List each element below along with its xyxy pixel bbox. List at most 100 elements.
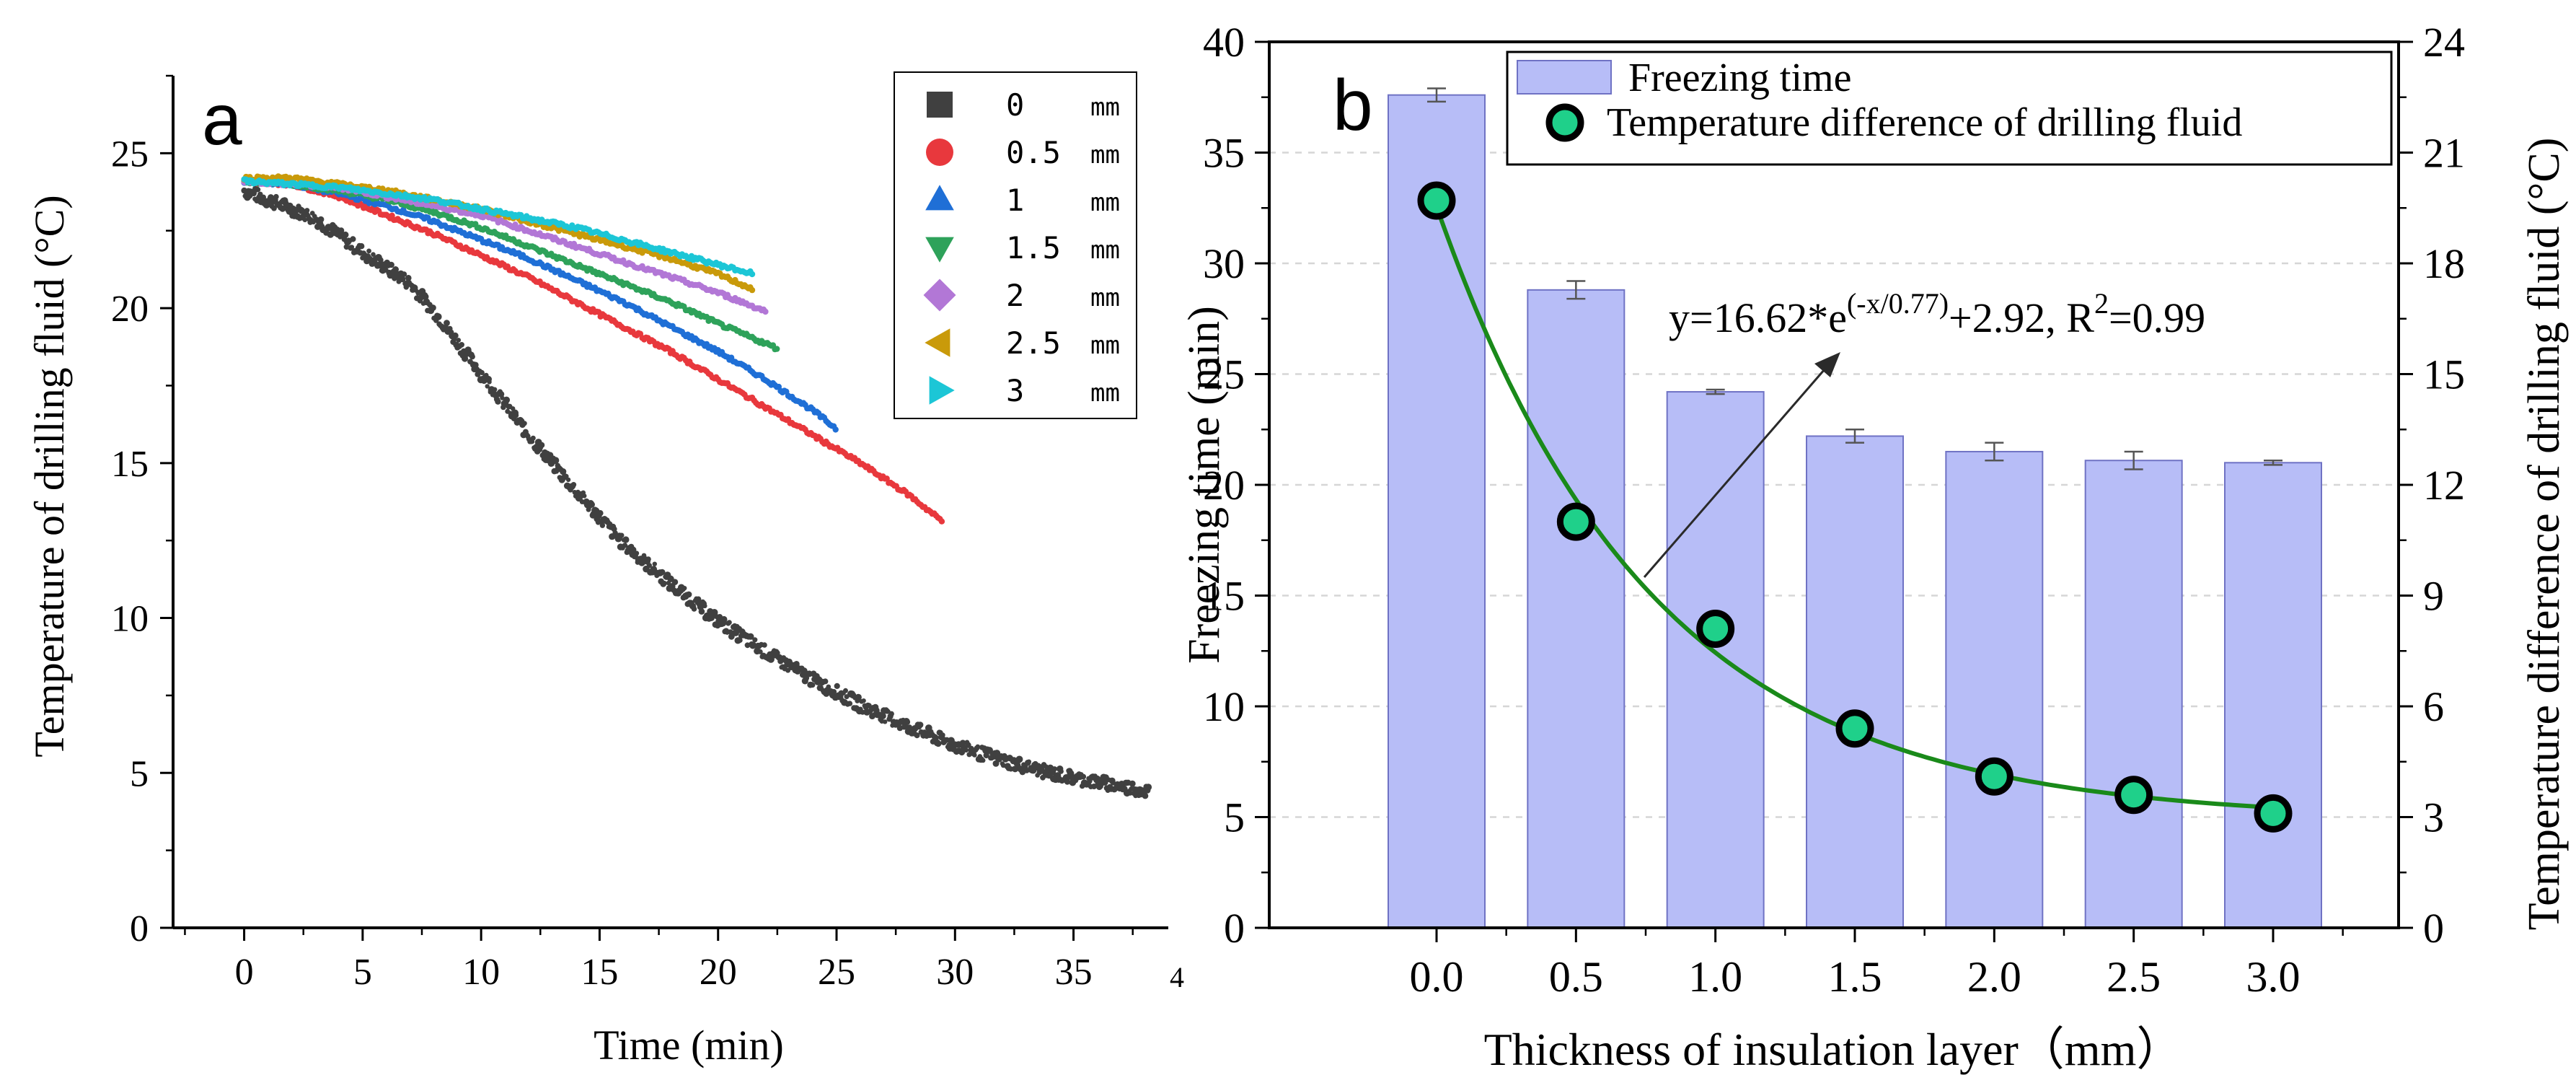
data-point	[552, 457, 560, 465]
data-point	[762, 642, 767, 648]
data-point	[847, 701, 853, 706]
legend-marker-1-mm	[925, 185, 954, 211]
data-point	[1015, 755, 1023, 763]
x-tick-label: 2.5	[2107, 953, 2161, 1001]
data-point	[487, 380, 492, 385]
data-point	[495, 398, 501, 405]
x-tick-label: 1.5	[1828, 953, 1882, 1001]
right-tick-label: 15	[2423, 351, 2465, 398]
x-tick-label: 0.5	[1549, 953, 1603, 1001]
x-tick-label: 30	[936, 952, 974, 993]
legend-marker-0-mm	[927, 92, 953, 118]
data-point	[698, 608, 705, 615]
data-point	[646, 563, 653, 569]
data-point	[726, 620, 732, 626]
data-point	[774, 346, 780, 352]
legend-marker-0.5-mm	[926, 139, 953, 166]
data-point	[737, 637, 743, 644]
data-point	[645, 556, 651, 562]
data-point	[522, 421, 527, 426]
temperature-point-3.0	[2254, 794, 2293, 833]
temperature-point-2.5	[2114, 776, 2153, 815]
left-tick-label: 5	[1224, 794, 1245, 841]
data-point	[975, 744, 981, 750]
legend-unit-0.5: mm	[1090, 141, 1120, 170]
annotation-arrow-head	[1814, 352, 1840, 377]
data-point	[1064, 778, 1071, 785]
right-tick-label: 12	[2423, 462, 2465, 509]
data-point	[1040, 774, 1046, 781]
data-point	[377, 257, 384, 263]
panel-a-label: a	[202, 79, 242, 160]
legend-marker-2-mm	[923, 278, 956, 312]
data-point	[1093, 775, 1100, 782]
fit-equation-exponent: (-x/0.77)	[1847, 287, 1949, 320]
temperature-point-0.5	[1556, 502, 1595, 541]
legend-label-1: 1	[1006, 183, 1024, 218]
data-point	[843, 688, 848, 693]
data-point	[652, 561, 657, 566]
fit-equation-middle: +2.92, R	[1949, 294, 2094, 341]
data-point	[917, 721, 924, 728]
data-point	[503, 396, 511, 404]
series-0-mm-points	[241, 185, 1152, 799]
data-point	[538, 442, 545, 449]
data-point	[388, 261, 394, 268]
data-point	[904, 719, 911, 725]
bar-freezing-time-0.5	[1527, 289, 1626, 929]
panel-b-legend: Freezing time Temperature difference of …	[1506, 51, 2393, 166]
x-tick-label: 0.0	[1410, 953, 1464, 1001]
data-point	[757, 649, 763, 654]
right-tick-label: 18	[2423, 240, 2465, 287]
data-point	[434, 313, 442, 320]
x-tick-label: 10	[462, 952, 500, 993]
y-tick-label: 5	[130, 753, 149, 794]
legend-marker-1.5-mm	[925, 237, 954, 263]
y-tick-label: 25	[111, 133, 149, 175]
data-point	[855, 693, 862, 701]
data-point	[619, 532, 625, 538]
panel-b-x-axis-title: Thickness of insulation layer（mm）	[1484, 1024, 2183, 1075]
data-point	[980, 758, 986, 763]
data-point	[479, 369, 485, 376]
legend-unit-2.5: mm	[1090, 331, 1120, 360]
data-point	[685, 591, 692, 598]
data-point	[581, 493, 587, 499]
legend-freezing-time-swatch	[1517, 60, 1612, 95]
temperature-point-1.5	[1835, 709, 1874, 748]
panel-b-label: b	[1333, 65, 1373, 146]
data-point	[588, 501, 595, 508]
y-tick-label: 20	[111, 289, 149, 330]
fit-equation-power: 2	[2094, 287, 2109, 320]
legend-marker-3-mm	[929, 376, 955, 405]
data-point	[622, 543, 628, 548]
data-point	[888, 711, 894, 717]
panel-b: 0 5 10 15 20 25 30 35 40 0 3 6 9 12 15 18 21 24 0.0 0.5 1.…	[1180, 19, 2569, 1075]
temperature-point-2.0	[1975, 757, 2013, 796]
data-point	[634, 550, 640, 556]
panel-a-legend-items: 0 mm 0.5 mm 1 mm 1.5 mm 2 mm 2.5 mm 3 mm	[923, 87, 1120, 408]
data-point	[933, 734, 939, 741]
data-point	[959, 740, 966, 746]
left-tick-label: 10	[1203, 683, 1245, 730]
left-tick-label: 25	[1203, 351, 1245, 398]
left-tick-label: 0	[1224, 905, 1245, 952]
data-point	[1051, 766, 1058, 772]
data-point	[429, 304, 436, 312]
x-tick-label: 5	[353, 952, 372, 993]
data-point	[702, 603, 707, 609]
annotation-arrow-line	[1643, 369, 1826, 578]
legend-unit-2: mm	[1090, 284, 1120, 312]
data-point	[469, 354, 475, 360]
data-point	[834, 683, 840, 690]
data-point	[317, 216, 325, 223]
data-point	[749, 271, 756, 278]
x-tick-label: 2.0	[1967, 953, 2021, 1001]
data-point	[622, 536, 630, 543]
legend-label-1.5: 1.5	[1006, 230, 1061, 266]
data-point	[485, 384, 490, 389]
legend-label-0: 0	[1006, 87, 1024, 123]
data-point	[831, 689, 837, 695]
